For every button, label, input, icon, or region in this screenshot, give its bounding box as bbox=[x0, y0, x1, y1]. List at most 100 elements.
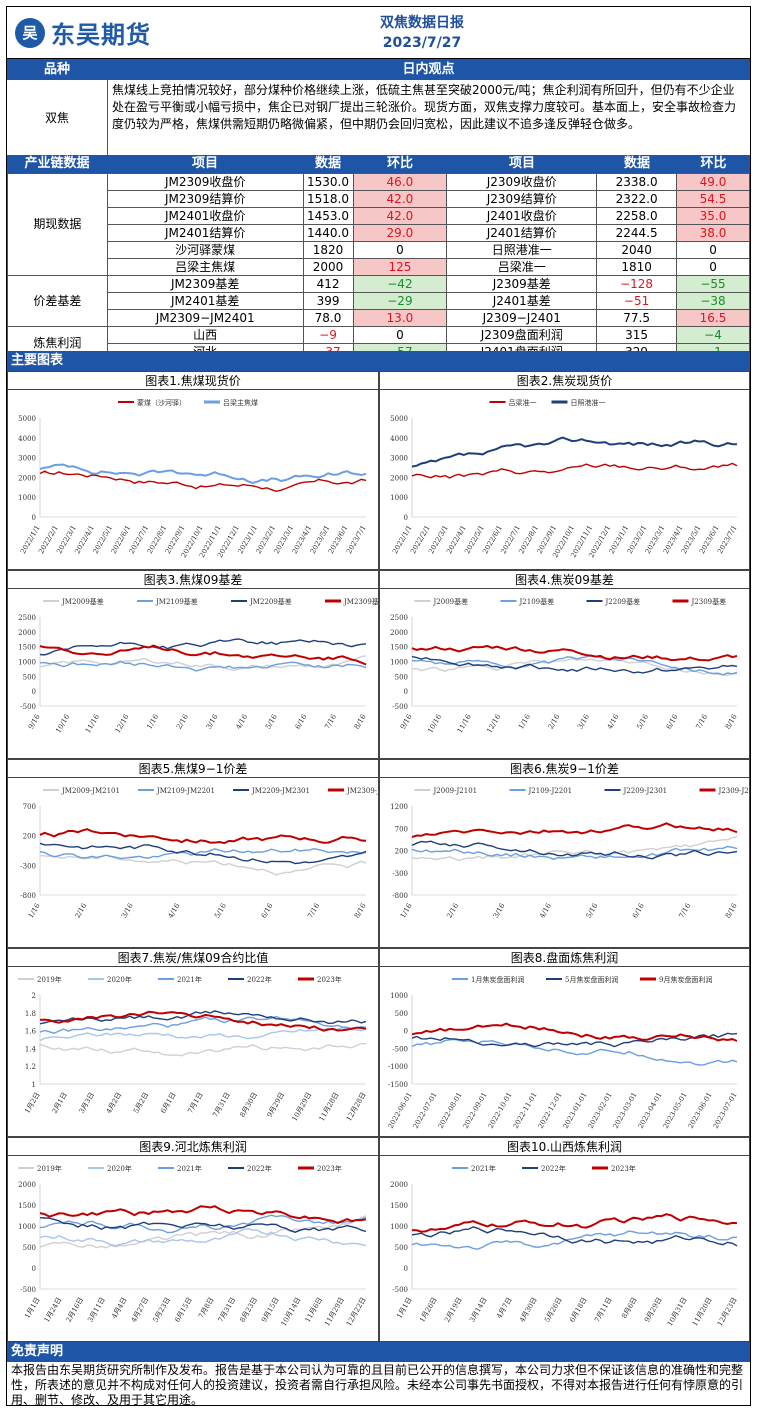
y-tick-label: 200 bbox=[395, 848, 408, 856]
x-tick-label: 11月20日 bbox=[691, 1296, 714, 1328]
data-cell-change: 35.0 bbox=[676, 207, 750, 225]
data-cell-change: 49.0 bbox=[676, 173, 750, 191]
x-tick-label: 2022-07-01 bbox=[412, 1091, 439, 1130]
data-cell-item-name: J2401收盘价 bbox=[446, 207, 598, 225]
x-tick-label: 10月14日 bbox=[280, 1296, 303, 1328]
x-tick-label: 2022-10-01 bbox=[487, 1091, 514, 1130]
daily-view-text: 焦煤线上竞拍情况较好，部分煤种价格继续上涨，低硫主焦甚至突破2000元/吨；焦企… bbox=[107, 80, 750, 155]
chart-svg: 2019年 2020年 2021年 2022年 2023年21.81.61.41.211… bbox=[18, 975, 368, 1123]
x-tick-label: 12月23日 bbox=[716, 1296, 739, 1328]
data-cell-change: 125 bbox=[352, 258, 448, 276]
x-tick-label: 7月31日 bbox=[217, 1296, 238, 1324]
x-tick-label: 4月7日 bbox=[495, 1296, 513, 1320]
x-tick-label: 2023-03-01 bbox=[612, 1091, 639, 1130]
series-line bbox=[411, 655, 738, 674]
y-tick-label: 2000 bbox=[390, 629, 408, 637]
x-tick-label: 8/16 bbox=[353, 902, 368, 920]
series-line bbox=[411, 845, 738, 860]
chart-legend: 2021年 2022年 2023年 bbox=[452, 1164, 636, 1173]
y-tick-label: 1.2 bbox=[25, 1063, 36, 1071]
y-tick-label: 500 bbox=[23, 673, 36, 681]
legend-label: JM2109基差 bbox=[155, 597, 198, 606]
chart-panel: 图表3.焦煤09基差 JM2009基差 JM2109基差 JM2209基差 JM2309… bbox=[7, 570, 379, 759]
legend-label: 2020年 bbox=[107, 1164, 132, 1173]
y-tick-label: 2000 bbox=[390, 474, 408, 482]
chart-svg: JM2009基差 JM2109基差 JM2209基差 JM2309基差 2500 2000… bbox=[18, 597, 378, 734]
x-tick-label: 7月1日 bbox=[186, 1091, 204, 1115]
chart-svg: 吕梁准一 日照港准一5000400030002000100002022/1/120… bbox=[390, 398, 739, 559]
report-header: 吴 东吴期货 双焦数据日报 2023/7/27 bbox=[7, 7, 750, 59]
y-tick-label: -300 bbox=[392, 870, 408, 878]
legend-label: 2019年 bbox=[37, 1164, 62, 1173]
data-cell-value: −51 bbox=[596, 292, 678, 310]
y-tick-label: 2500 bbox=[390, 614, 408, 622]
legend-label: 2020年 bbox=[107, 975, 132, 984]
series-line bbox=[411, 657, 738, 677]
chart-panel: 图表2.焦炭现货价 吕梁准一 日照港准一 5000 4000 3000 2000 1000 0 2… bbox=[379, 371, 750, 570]
series-line bbox=[39, 644, 367, 666]
chart-legend: 1月焦炭盘面利润 5月焦炭盘面利润 9月焦炭盘面利润 bbox=[452, 975, 712, 984]
chart-title: 图表4.焦炭09基差 bbox=[380, 571, 749, 589]
chart-svg: JM2009-JM2101 JM2109-JM2201 JM2209-JM2301 J… bbox=[20, 787, 378, 920]
x-tick-label: 2022-12-01 bbox=[537, 1091, 564, 1130]
report-date: 2023/7/27 bbox=[382, 35, 462, 51]
data-cell-change: 46.0 bbox=[352, 173, 448, 191]
data-col-change-2: 环比 bbox=[700, 156, 727, 171]
data-cell-value: 315 bbox=[596, 326, 678, 344]
x-tick-label: 2023-01-01 bbox=[562, 1091, 589, 1130]
chart-svg: 2019年 2020年 2021年 2022年 2023年 2000 1500 1000 500… bbox=[18, 1164, 368, 1328]
x-tick-label: 6/16 bbox=[665, 713, 680, 731]
series-line bbox=[411, 1213, 738, 1233]
data-cell-value: 2338.0 bbox=[596, 173, 678, 191]
y-tick-label: 700 bbox=[23, 803, 36, 811]
data-cell-value: 1820 bbox=[302, 241, 354, 259]
data-cell-change: 16.5 bbox=[676, 309, 750, 327]
x-tick-label: 12月28日 bbox=[345, 1091, 368, 1123]
data-cell-item-name: JM2309基差 bbox=[106, 275, 304, 293]
data-cell-value: 1518.0 bbox=[302, 190, 354, 208]
y-tick-label: 1.6 bbox=[25, 1028, 37, 1036]
x-tick-label: 2/16 bbox=[547, 713, 562, 731]
x-tick-label: 4月2日 bbox=[105, 1091, 123, 1115]
x-tick-label: 12月22日 bbox=[345, 1296, 368, 1328]
x-tick-label: 2/16 bbox=[445, 902, 460, 920]
x-tick-label: 4/16 bbox=[234, 713, 249, 731]
x-tick-label: 1月26日 bbox=[418, 1296, 439, 1324]
legend-label: 2019年 bbox=[37, 975, 62, 984]
chart-panel: 图表4.焦炭09基差 J2009基差 J2109基差 J2209基差 J2309基差 25… bbox=[379, 570, 750, 759]
y-tick-label: 0 bbox=[404, 1265, 408, 1273]
series-line bbox=[39, 1026, 367, 1042]
data-row: 沙河驿蒙煤 1820 0 日照港准一 2040 0 bbox=[8, 241, 750, 259]
legend-label: 2023年 bbox=[317, 975, 342, 984]
series-line bbox=[39, 1227, 367, 1247]
chart-legend: J2009基差 J2109基差 J2209基差 J2309基差 bbox=[414, 597, 726, 606]
data-row: JM2401结算价 1440.0 29.0 J2401结算价 2244.5 38.0 bbox=[8, 224, 750, 242]
data-row: 期现数据 JM2309收盘价 1530.0 46.0 J2309收盘价 2338.0 49.… bbox=[7, 173, 750, 276]
legend-label: J2009基差 bbox=[433, 597, 469, 606]
data-cell-change: 13.0 bbox=[352, 309, 448, 327]
x-tick-label: 2月1日 bbox=[51, 1091, 69, 1115]
y-tick-label: -500 bbox=[20, 1286, 36, 1294]
x-tick-label: 9月29日 bbox=[643, 1296, 664, 1324]
data-col-change: 环比 bbox=[386, 156, 413, 171]
chart-title: 图表10.山西炼焦利润 bbox=[380, 1138, 749, 1156]
y-tick-label: 2000 bbox=[18, 1181, 36, 1189]
data-col-category: 产业链数据 bbox=[24, 156, 90, 171]
x-tick-label: 1月24日 bbox=[43, 1296, 64, 1324]
x-tick-label: 4/16 bbox=[538, 902, 553, 920]
series-line bbox=[411, 462, 738, 479]
chart-title: 图表1.焦煤现货价 bbox=[8, 372, 378, 390]
data-cell-item-name: JM2309结算价 bbox=[106, 190, 304, 208]
y-tick-label: 1 bbox=[32, 1081, 36, 1089]
chart-title: 图表5.焦煤9−1价差 bbox=[8, 760, 378, 778]
data-cell-value: −128 bbox=[596, 275, 678, 293]
legend-label: JM2009-JM2101 bbox=[61, 787, 120, 795]
data-cell-value: 1440.0 bbox=[302, 224, 354, 242]
series-line bbox=[411, 1230, 738, 1250]
x-tick-label: 5/16 bbox=[585, 902, 600, 920]
data-cell-change: −29 bbox=[352, 292, 448, 310]
chart-svg: 蒙煤（沙河驿） 吕梁主焦煤5000400030002000100002022/1/… bbox=[18, 398, 368, 559]
chart-svg: J2009-J2101 J2109-J2201 J2209-J2301 J2309-J… bbox=[390, 787, 749, 920]
charts-section-header: 主要图表 bbox=[7, 351, 750, 371]
series-line bbox=[39, 1205, 367, 1225]
